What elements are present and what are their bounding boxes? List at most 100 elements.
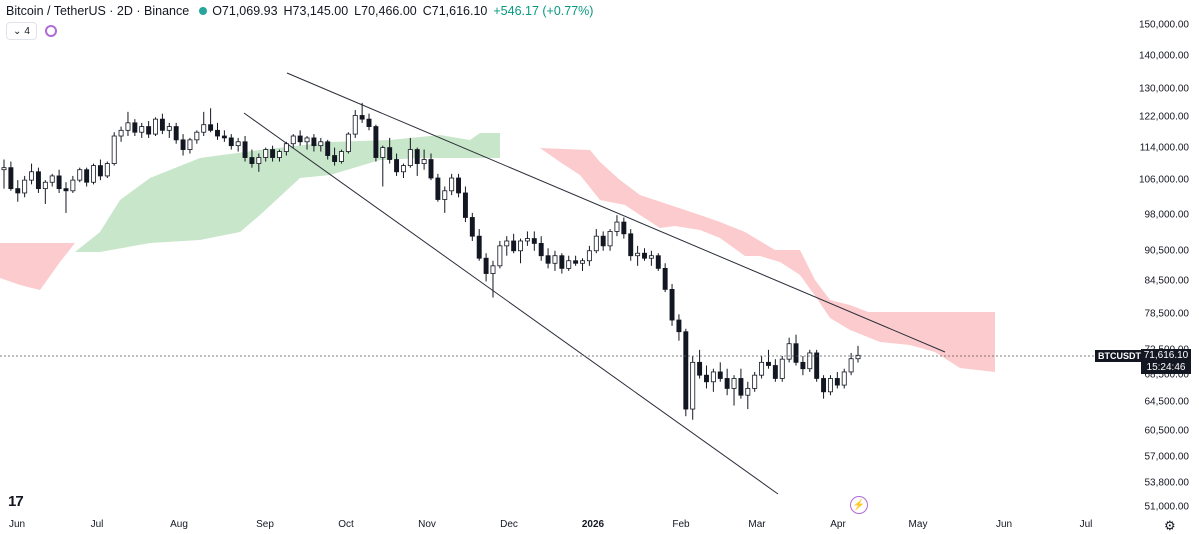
candle[interactable] [380,145,386,187]
candle[interactable] [642,248,647,261]
symbol-title[interactable]: Bitcoin / TetherUS · 2D · Binance [6,4,190,18]
candle[interactable] [428,153,434,181]
upper-trendline[interactable] [286,72,946,353]
candle[interactable] [497,240,503,269]
candle[interactable] [180,134,186,156]
candle[interactable] [242,136,248,162]
sync-icon[interactable] [44,25,57,37]
candle[interactable] [283,141,289,156]
candle[interactable] [270,145,276,162]
candle[interactable] [263,147,269,162]
candle[interactable] [807,349,813,372]
candle[interactable] [414,147,420,176]
candle[interactable] [635,245,641,266]
candle[interactable] [462,186,468,223]
candle[interactable] [208,108,214,133]
candle[interactable] [600,231,606,251]
candle[interactable] [827,375,833,396]
candle[interactable] [249,149,255,168]
candle[interactable] [469,212,475,241]
candle[interactable] [221,130,227,142]
candle[interactable] [821,375,827,399]
candle[interactable] [545,248,551,269]
candle[interactable] [855,345,861,363]
candle[interactable] [490,260,496,298]
candle[interactable] [111,132,117,166]
candle[interactable] [559,253,565,274]
candle[interactable] [277,149,282,162]
candle[interactable] [814,349,820,382]
candle[interactable] [91,163,96,185]
candle[interactable] [662,263,668,293]
tradingview-logo-icon[interactable]: 17 [8,493,24,510]
candle[interactable] [56,169,62,193]
candle[interactable] [766,349,771,369]
candle[interactable] [531,231,537,251]
candle[interactable] [655,253,661,271]
candle[interactable] [614,215,620,237]
candle[interactable] [400,163,406,179]
candle[interactable] [724,368,730,396]
candle[interactable] [159,113,165,135]
candle[interactable] [1,159,7,189]
candle[interactable] [580,258,585,271]
candle[interactable] [84,167,90,187]
candle[interactable] [518,238,523,264]
candle[interactable] [407,137,413,168]
candle[interactable] [628,229,634,261]
candle[interactable] [690,356,696,420]
candle[interactable] [710,368,716,392]
candle[interactable] [504,236,510,256]
candle[interactable] [538,236,544,261]
candle[interactable] [104,161,110,179]
candle[interactable] [752,371,758,392]
candle[interactable] [772,359,778,382]
candle[interactable] [387,137,393,164]
candle[interactable] [318,137,324,152]
candle[interactable] [717,362,723,382]
candle[interactable] [524,231,530,246]
candle[interactable] [22,175,28,198]
candle[interactable] [394,153,400,176]
candle[interactable] [118,126,124,142]
candle[interactable] [442,186,448,213]
candle[interactable] [359,102,365,123]
candle[interactable] [779,356,785,382]
candle[interactable] [759,356,765,379]
candle[interactable] [332,147,338,166]
candle[interactable] [201,111,207,137]
candle[interactable] [607,229,613,251]
lightning-icon[interactable]: ⚡ [850,496,868,514]
candle[interactable] [573,255,579,266]
candle[interactable] [683,328,689,417]
candle[interactable] [352,110,358,138]
candle[interactable] [42,180,48,204]
candle[interactable] [97,159,103,181]
candle[interactable] [132,119,138,137]
candle[interactable] [449,173,455,196]
candle[interactable] [29,163,35,185]
candle[interactable] [848,352,854,376]
candle[interactable] [483,253,489,282]
candle[interactable] [476,229,482,261]
candle[interactable] [228,134,234,150]
candle[interactable] [566,255,572,271]
candle[interactable] [235,137,241,152]
candle[interactable] [63,182,69,213]
candle[interactable] [621,217,627,239]
candle[interactable] [304,136,310,150]
candle[interactable] [786,337,792,363]
candle[interactable] [731,375,737,406]
candle[interactable] [676,314,682,341]
candle[interactable] [70,175,76,193]
candle[interactable] [552,250,558,271]
candle[interactable] [311,134,317,152]
candle[interactable] [421,149,427,170]
candle[interactable] [8,161,14,191]
candle[interactable] [793,334,799,366]
indicators-collapse-button[interactable]: ⌄ 4 [6,22,37,40]
candle[interactable] [325,139,331,160]
candle[interactable] [187,137,193,154]
candle[interactable] [511,233,517,254]
candle[interactable] [800,356,806,376]
